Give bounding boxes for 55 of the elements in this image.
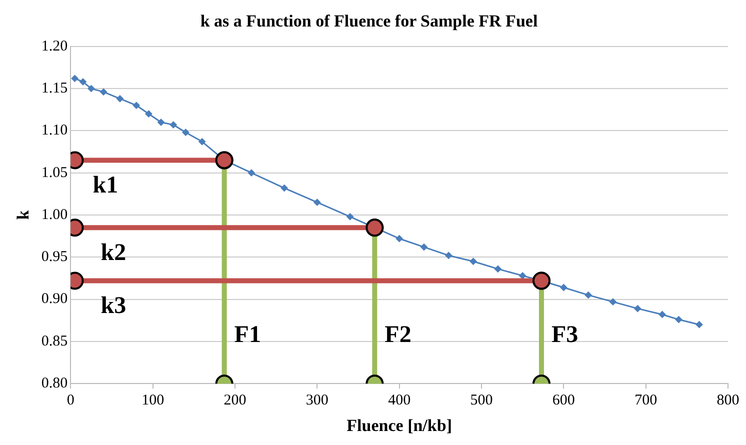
point: [420, 244, 428, 251]
point: [696, 321, 703, 328]
point: [248, 169, 255, 176]
point: [560, 284, 568, 291]
series-label: F1: [234, 322, 261, 348]
series-label: k1: [92, 172, 118, 198]
point: [280, 184, 288, 192]
point: [182, 128, 190, 136]
y-tick-label: 0.95: [41, 249, 68, 266]
point: [396, 235, 403, 242]
y-tick-label: 1.20: [41, 38, 68, 54]
x-tick-label: 700: [634, 392, 658, 409]
point: [675, 316, 682, 324]
x-tick-label: 200: [224, 392, 246, 409]
x-tick-label: 0: [66, 392, 74, 409]
y-tick-label: 1.15: [41, 80, 68, 96]
point: [314, 198, 321, 206]
point: [634, 305, 642, 312]
series-label: k3: [100, 292, 126, 319]
point: [198, 138, 206, 146]
y-tick-label: 0.90: [41, 291, 68, 308]
y-tick-label: 1.10: [41, 122, 68, 139]
point: [88, 85, 95, 92]
x-tick-label: 800: [716, 392, 740, 409]
point: [609, 298, 616, 306]
x-tick-label: 100: [142, 392, 164, 409]
point: [145, 110, 152, 118]
y-tick-label: 0.85: [41, 333, 68, 350]
x-tick-label: 300: [306, 392, 328, 409]
point: [79, 78, 86, 86]
point: [71, 74, 78, 82]
point: [158, 118, 165, 126]
y-tick-label: 1.05: [41, 164, 68, 181]
point: [519, 272, 526, 280]
point: [470, 258, 477, 265]
point: [132, 102, 140, 109]
y-tick-label: 1.00: [41, 206, 68, 223]
point: [100, 88, 108, 96]
x-axis-title: Fluence [n/kb]: [346, 416, 452, 436]
series-label: F2: [384, 322, 412, 348]
chart-title: k as a Function of Fluence for Sample FR Fuel: [200, 12, 538, 31]
point: [116, 95, 124, 102]
x-tick-label: 600: [552, 392, 575, 409]
y-axis-title: k: [14, 210, 33, 220]
series-label: F3: [551, 322, 578, 348]
point: [584, 292, 592, 299]
y-tick-label: 0.80: [41, 376, 68, 392]
point: [346, 213, 354, 220]
x-tick-label: 400: [388, 392, 411, 409]
point: [658, 310, 666, 318]
x-tick-label: 500: [470, 392, 493, 409]
point: [494, 265, 502, 272]
point: [445, 252, 452, 259]
series-label: k2: [100, 240, 126, 266]
point: [170, 121, 177, 128]
